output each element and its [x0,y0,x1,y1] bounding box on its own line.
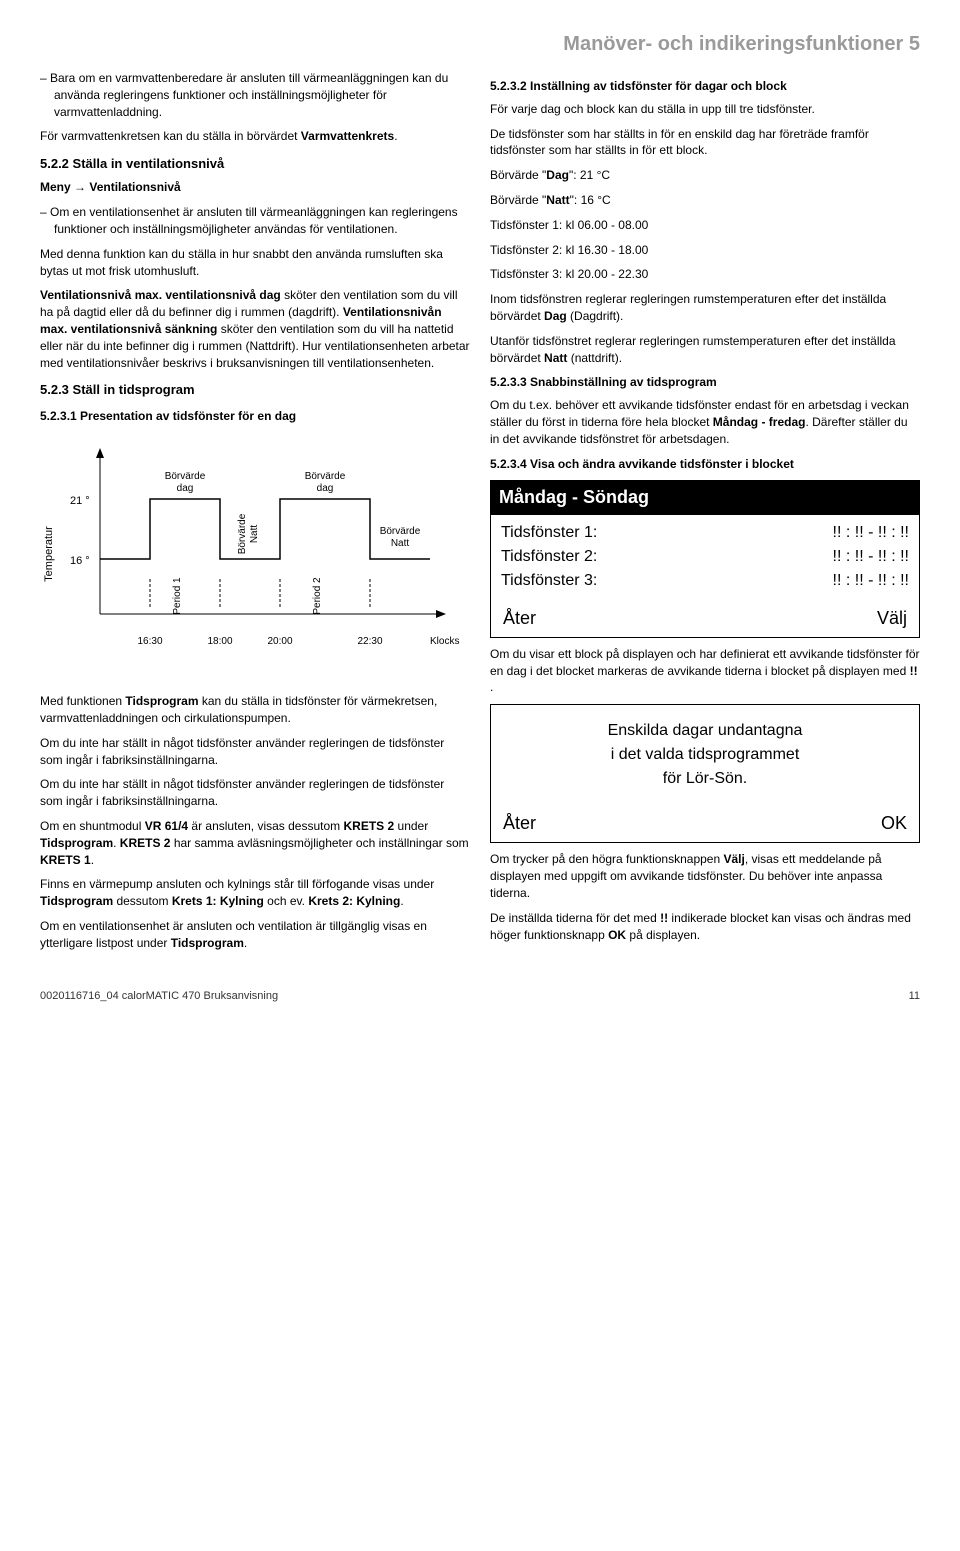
heading-523: 5.2.3 Ställ in tidsprogram [40,381,470,399]
time-window-chart: Temperatur 21 ° 16 ° Börvärde dag Börvär… [40,434,470,679]
para-kylning: Finns en värmepump ansluten och kylnings… [40,876,470,910]
screen1-title: Måndag - Söndag [491,481,919,514]
heading-522: 5.2.2 Ställa in ventilationsnivå [40,155,470,173]
chart-label-natt2: Börvärde [380,526,421,537]
screen-1: Måndag - Söndag Tidsfönster 1:!! : !! - … [490,480,920,638]
screen1-btn-back[interactable]: Åter [503,606,536,631]
chart-label-natt1: Börvärde [237,514,248,555]
bullet-2: – Om en ventilationsenhet är ansluten ti… [40,204,470,238]
screen1-row1: Tidsfönster 1:!! : !! - !! : !! [501,521,909,545]
para-utanfor: Utanför tidsfönstret reglerar regleringe… [490,333,920,367]
para-shunt: Om en shuntmodul VR 61/4 är ansluten, vi… [40,818,470,868]
para-r1: För varje dag och block kan du ställa in… [490,101,920,118]
para-tidsprogram: Med funktionen Tidsprogram kan du ställa… [40,693,470,727]
period2-label: Period 2 [312,577,323,615]
screen2-message: Enskilda dagar undantagna i det valda ti… [491,705,919,805]
para-ok: De inställda tiderna för det med !! indi… [490,910,920,944]
para-r2: De tidsfönster som har ställts in för en… [490,126,920,160]
screen2-btn-ok[interactable]: OK [881,811,907,836]
para-ventilation: Om en ventilationsenhet är ansluten och … [40,918,470,952]
x-axis-label: Klockslag [430,636,460,647]
para-valj: Om trycker på den högra funktionsknappen… [490,851,920,901]
para-varmvatten: För varmvattenkretsen kan du ställa in b… [40,128,470,145]
para-tf2: Tidsfönster 2: kl 16.30 - 18.00 [490,242,920,259]
para-tf3: Tidsfönster 3: kl 20.00 - 22.30 [490,266,920,283]
screen1-row2: Tidsfönster 2:!! : !! - !! : !! [501,545,909,569]
para-block-display: Om du visar ett block på displayen och h… [490,646,920,696]
para-snabb: Om du t.ex. behöver ett avvikande tidsfö… [490,397,920,447]
heading-5232: 5.2.3.2 Inställning av tidsfönster för d… [490,78,920,95]
heading-5234: 5.2.3.4 Visa och ändra avvikande tidsfön… [490,456,920,473]
para-bor-natt: Börvärde "Natt": 16 °C [490,192,920,209]
page-header: Manöver- och indikeringsfunktioner 5 [40,30,920,58]
footer-page-number: 11 [909,989,920,1004]
period1-label: Period 1 [172,577,183,615]
para-funktion: Med denna funktion kan du ställa in hur … [40,246,470,280]
svg-text:dag: dag [317,483,334,494]
chart-label-day1: Börvärde [165,471,206,482]
left-column: – Bara om en varmvattenberedare är anslu… [40,70,470,959]
two-column-layout: – Bara om en varmvattenberedare är anslu… [40,70,920,959]
para-fabrik2: Om du inte har ställt in något tidsfönst… [40,776,470,810]
svg-text:Natt: Natt [391,538,410,549]
bullet-1: – Bara om en varmvattenberedare är anslu… [40,70,470,120]
screen2-btn-back[interactable]: Åter [503,811,536,836]
screen-2: Enskilda dagar undantagna i det valda ti… [490,704,920,843]
para-tf1: Tidsfönster 1: kl 06.00 - 08.00 [490,217,920,234]
x-1800: 18:00 [207,636,232,647]
y-label-16: 16 ° [70,555,90,567]
heading-5233: 5.2.3.3 Snabbinställning av tidsprogram [490,374,920,391]
x-2000: 20:00 [267,636,292,647]
y-label-21: 21 ° [70,495,90,507]
x-1630: 16:30 [137,636,162,647]
heading-5231: 5.2.3.1 Presentation av tidsfönster för … [40,408,470,425]
x-2230: 22:30 [357,636,382,647]
para-vent: Ventilationsnivå max. ventilationsnivå d… [40,287,470,371]
svg-text:Natt: Natt [249,525,260,544]
y-axis-label: Temperatur [43,526,55,582]
page-footer: 0020116716_04 calorMATIC 470 Bruksanvisn… [40,989,920,1004]
para-inom: Inom tidsfönstren reglerar regleringen r… [490,291,920,325]
footer-left: 0020116716_04 calorMATIC 470 Bruksanvisn… [40,989,278,1004]
svg-text:dag: dag [177,483,194,494]
right-column: 5.2.3.2 Inställning av tidsfönster för d… [490,70,920,959]
menu-path: Meny → Ventilationsnivå [40,179,470,196]
para-bor-dag: Börvärde "Dag": 21 °C [490,167,920,184]
screen1-row3: Tidsfönster 3:!! : !! - !! : !! [501,569,909,593]
para-fabrik1: Om du inte har ställt in något tidsfönst… [40,735,470,769]
chart-label-day2: Börvärde [305,471,346,482]
screen1-btn-select[interactable]: Välj [877,606,907,631]
